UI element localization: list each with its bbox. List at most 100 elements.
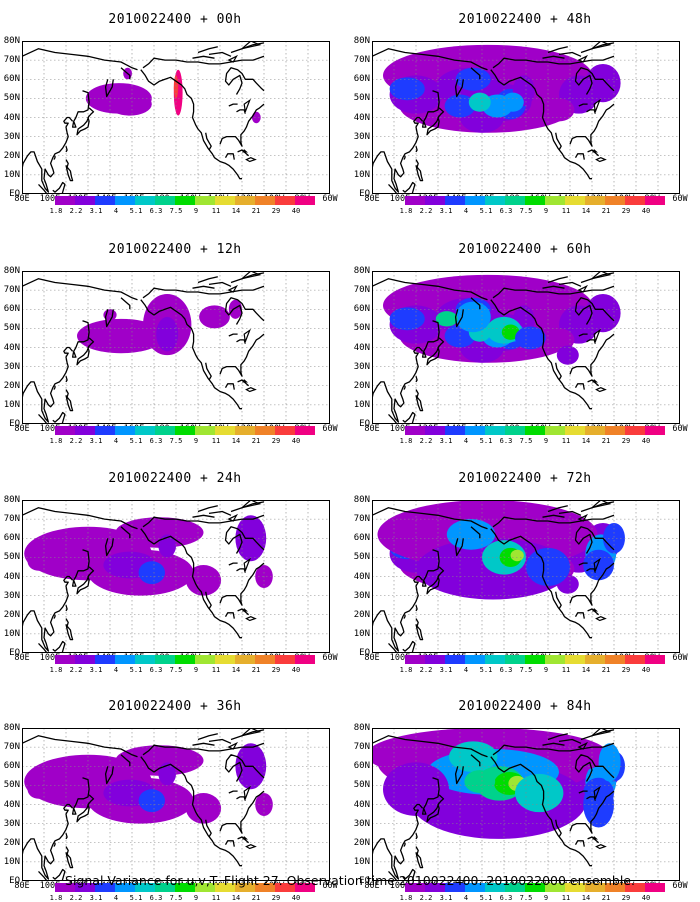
colorbar-tick-label: 9 <box>543 437 549 445</box>
island-outline <box>245 844 257 850</box>
colorbar-swatch <box>485 196 505 205</box>
colorbar-swatch <box>275 883 295 892</box>
colorbar-tick-label: 29 <box>621 894 631 902</box>
colorbar-tick-label: 21 <box>601 666 611 674</box>
variance-region <box>185 793 222 824</box>
coastline <box>569 790 615 834</box>
map-panel: 2010022400 + 60h 80N 70N 60N 50N 40N 30N 20N 10N… <box>350 230 700 445</box>
colorbar-swatch <box>195 426 215 435</box>
colorbar-swatch <box>465 655 485 664</box>
colorbar-tick-label: 14 <box>581 894 591 902</box>
coastline <box>208 738 232 744</box>
island-outline <box>227 54 239 63</box>
colorbar-swatch <box>505 426 525 435</box>
lat-label: 10N <box>3 399 20 410</box>
coastline <box>492 55 615 69</box>
colorbar-swatch <box>645 883 665 892</box>
colorbar-tick-label: 2.2 <box>69 666 83 674</box>
colorbar-tick-label: 9 <box>543 207 549 215</box>
variance-region <box>389 307 425 331</box>
lon-label: 60W <box>322 881 338 891</box>
colorbar <box>405 196 665 205</box>
lon-label: 80E <box>364 653 380 663</box>
map-frame <box>22 41 330 194</box>
colorbar-tick-label: 29 <box>271 666 281 674</box>
coastline <box>587 608 600 616</box>
lon-label: 80E <box>364 424 380 434</box>
coastline <box>52 181 66 194</box>
island-outline <box>245 157 257 163</box>
map-frame <box>372 41 680 194</box>
lat-label: 20N <box>353 609 370 620</box>
lat-label: 50N <box>3 552 20 563</box>
lon-label: 60W <box>672 881 688 891</box>
coastline <box>555 591 562 610</box>
island-outline <box>592 379 599 383</box>
colorbar-swatch <box>255 655 275 664</box>
lat-label: 70N <box>3 285 20 296</box>
island-outline <box>241 500 262 509</box>
colorbar-tick-label: 21 <box>251 437 261 445</box>
lat-label: 50N <box>3 93 20 104</box>
coastline <box>578 103 588 107</box>
colorbar <box>55 196 315 205</box>
lat-label: 60N <box>3 304 20 315</box>
coastline <box>71 90 90 128</box>
colorbar-swatch <box>75 883 95 892</box>
coastline <box>104 538 114 557</box>
map-frame <box>22 500 330 653</box>
colorbar-swatch <box>425 196 445 205</box>
coastline <box>492 285 615 299</box>
colorbar-swatch <box>75 426 95 435</box>
coastline <box>415 389 424 412</box>
coastline <box>53 155 56 160</box>
colorbar-tick-label: 4 <box>113 894 119 902</box>
colorbar-tick-label: 1.8 <box>399 437 413 445</box>
colorbar-tick-label: 5.1 <box>479 666 493 674</box>
lon-label: 100E <box>39 424 61 434</box>
coastline <box>569 333 615 377</box>
island-outline <box>227 741 239 750</box>
coastline <box>372 803 424 880</box>
map-panel: 2010022400 + 84h 80N 70N 60N 50N 40N 30N 20N 10N… <box>350 687 700 902</box>
colorbar-swatch <box>525 196 545 205</box>
coastline <box>208 510 232 516</box>
lon-label: 60W <box>322 194 338 204</box>
colorbar-labels: 1.8 2.2 3.1 4 5.1 6.3 7.5 9 11 14 21 29 40 <box>400 666 665 674</box>
colorbar-swatch <box>605 655 625 664</box>
colorbar-swatch <box>215 426 235 435</box>
coastline <box>65 605 68 612</box>
colorbar-tick-label: 40 <box>641 894 651 902</box>
colorbar-tick-label: 40 <box>641 437 651 445</box>
colorbar-swatch <box>405 426 425 435</box>
colorbar-tick-label: 11 <box>211 666 221 674</box>
colorbar-swatch <box>175 426 195 435</box>
coastline <box>555 132 562 151</box>
colorbar-tick-label: 3.1 <box>89 207 103 215</box>
lon-label: 100E <box>389 194 411 204</box>
lon-label: 60W <box>672 194 688 204</box>
island-outline <box>245 616 257 622</box>
colorbar-swatch <box>275 655 295 664</box>
colorbar-tick-label: 4 <box>113 666 119 674</box>
colorbar-tick-label: 1.8 <box>399 894 413 902</box>
coastline <box>490 528 592 639</box>
coastline <box>578 562 588 566</box>
colorbar-tick-label: 11 <box>211 894 221 902</box>
island-outline <box>577 284 589 293</box>
coastline <box>120 67 131 80</box>
variance-region <box>603 522 625 554</box>
coastline <box>208 281 232 287</box>
colorbar-swatch <box>115 426 135 435</box>
colorbar-swatch <box>545 655 565 664</box>
coastline <box>228 562 238 566</box>
coastline <box>236 796 246 801</box>
coastline <box>542 742 565 746</box>
lat-label: 20N <box>3 609 20 620</box>
colorbar-tick-label: 6.3 <box>149 666 163 674</box>
colorbar-swatch <box>585 883 605 892</box>
variance-map <box>372 41 680 194</box>
map-frame <box>372 271 680 424</box>
colorbar-tick-label: 9 <box>543 894 549 902</box>
coastline <box>228 790 238 794</box>
